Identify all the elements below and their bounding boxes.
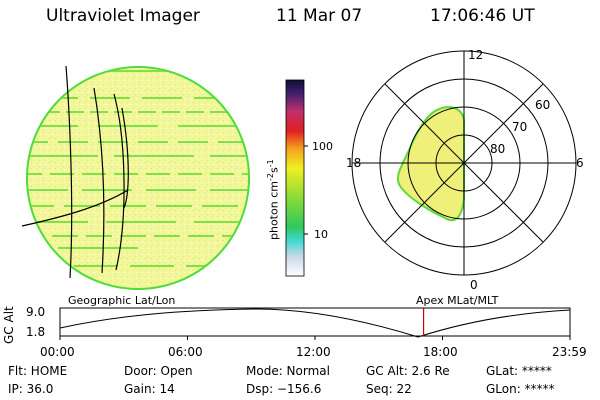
info-dsp: Dsp: −156.6 xyxy=(246,382,322,396)
altitude-x-ticks xyxy=(59,336,571,340)
apex-caption: Apex MLat/MLT xyxy=(416,294,499,307)
info-door: Door: Open xyxy=(124,364,193,378)
altitude-curve xyxy=(59,308,571,338)
altitude-ytick-low: 1.8 xyxy=(26,325,46,339)
polar-plot xyxy=(351,50,577,276)
polar-label-6: 6 xyxy=(576,156,584,170)
instrument-title: Ultraviolet Imager xyxy=(46,6,200,26)
colorbar-gradient xyxy=(285,79,305,277)
altitude-plot xyxy=(59,307,571,340)
altitude-xtick-1200: 12:00 xyxy=(296,345,331,359)
info-flt: Flt: HOME xyxy=(8,364,68,378)
info-gain: Gain: 14 xyxy=(124,382,175,396)
altitude-xtick-2359: 23:59 xyxy=(552,345,587,359)
polar-label-18: 18 xyxy=(346,156,362,170)
info-ip: IP: 36.0 xyxy=(8,382,54,396)
colorbar-label-10: 10 xyxy=(314,228,328,241)
info-glon: GLon: ***** xyxy=(486,382,555,396)
colorbar-unit-label: photon cm-2s-1 xyxy=(266,159,281,240)
colorbar xyxy=(285,79,308,277)
info-glat: GLat: ***** xyxy=(486,364,552,378)
altitude-xtick-0000: 00:00 xyxy=(40,345,75,359)
polar-label-0: 0 xyxy=(470,278,478,292)
info-gcalt: GC Alt: 2.6 Re xyxy=(366,364,450,378)
altitude-xtick-1800: 18:00 xyxy=(423,345,458,359)
polar-label-12: 12 xyxy=(468,48,484,62)
altitude-xtick-0600: 06:00 xyxy=(168,345,203,359)
polar-label-60: 60 xyxy=(535,98,551,112)
geographic-caption: Geographic Lat/Lon xyxy=(68,294,176,307)
date-label: 11 Mar 07 xyxy=(276,6,363,26)
info-mode: Mode: Normal xyxy=(246,364,330,378)
geographic-grid-lines xyxy=(21,65,129,279)
altitude-axis-label: GC Alt xyxy=(2,306,16,344)
colorbar-label-100: 100 xyxy=(312,140,333,153)
geographic-image xyxy=(21,65,250,290)
polar-label-80: 80 xyxy=(490,142,506,156)
earth-disk xyxy=(26,66,250,290)
time-label: 17:06:46 UT xyxy=(430,6,535,26)
altitude-ytick-high: 9.0 xyxy=(26,305,46,319)
info-seq: Seq: 22 xyxy=(366,382,412,396)
polar-grid xyxy=(351,50,577,276)
altitude-plot-frame xyxy=(59,307,571,337)
polar-label-70: 70 xyxy=(512,120,528,134)
